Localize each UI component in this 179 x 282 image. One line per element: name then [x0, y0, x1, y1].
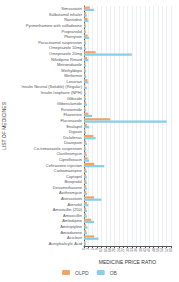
svg-text:6: 6: [90, 248, 95, 250]
svg-text:9: 9: [95, 248, 100, 250]
svg-text:27: 27: [121, 248, 126, 252]
svg-text:Amitriptyline: Amitriptyline: [60, 224, 83, 229]
svg-text:Captopril: Captopril: [66, 174, 82, 179]
svg-text:Clarithromycin: Clarithromycin: [56, 151, 82, 156]
svg-text:Dexamethasone: Dexamethasone: [53, 185, 83, 190]
svg-text:Amoxicillin: Amoxicillin: [63, 213, 82, 218]
svg-text:Simvastatin: Simvastatin: [61, 6, 82, 11]
svg-text:Amlodipine: Amlodipine: [62, 218, 83, 223]
svg-text:21: 21: [112, 248, 117, 252]
svg-text:Aciclovir: Aciclovir: [67, 235, 83, 240]
svg-text:Atorvastatin: Atorvastatin: [61, 196, 82, 201]
svg-text:Ranitidine: Ranitidine: [64, 17, 83, 22]
svg-text:Digoxin: Digoxin: [69, 129, 82, 134]
svg-text:Azithromycin: Azithromycin: [59, 190, 82, 195]
svg-text:36: 36: [134, 248, 139, 252]
svg-text:OB: OB: [110, 270, 118, 276]
svg-text:Ceftriaxone injection: Ceftriaxone injection: [46, 163, 82, 168]
svg-text:54: 54: [160, 248, 165, 252]
svg-text:Fluoxetine: Fluoxetine: [64, 112, 83, 117]
svg-text:Insulin Isophane (NPH): Insulin Isophane (NPH): [41, 90, 83, 95]
svg-text:Methyldopa: Methyldopa: [61, 68, 82, 73]
svg-text:Omeprazole 10mg: Omeprazole 10mg: [49, 45, 82, 50]
svg-text:51: 51: [155, 248, 160, 252]
svg-text:Omeprazole 20mg: Omeprazole 20mg: [49, 51, 82, 56]
svg-text:Glibenclamide: Glibenclamide: [57, 101, 83, 106]
svg-text:Bisoprolol: Bisoprolol: [64, 179, 82, 184]
svg-text:Amoxicillin (250): Amoxicillin (250): [53, 207, 83, 212]
svg-text:Ciprofloxacin: Ciprofloxacin: [59, 157, 82, 162]
svg-text:Fluconazole: Fluconazole: [60, 118, 82, 123]
svg-text:Insulin Neutral (Soluble) (Reg: Insulin Neutral (Soluble) (Regular): [22, 84, 83, 89]
svg-text:Atenolol: Atenolol: [68, 202, 83, 207]
svg-text:39: 39: [138, 248, 143, 252]
svg-text:60: 60: [169, 248, 173, 252]
svg-text:LIST OF MEDICINES: LIST OF MEDICINES: [1, 101, 7, 150]
svg-text:15: 15: [103, 248, 108, 252]
svg-text:Diclofenac: Diclofenac: [63, 135, 82, 140]
svg-text:Acetylsalicylic Acid: Acetylsalicylic Acid: [49, 241, 82, 246]
svg-text:57: 57: [164, 248, 169, 252]
svg-text:Amiodarone: Amiodarone: [60, 230, 82, 235]
svg-text:12: 12: [99, 248, 104, 252]
svg-text:Metformin: Metformin: [64, 73, 82, 78]
svg-text:Glibicide: Glibicide: [67, 96, 83, 101]
svg-text:24: 24: [116, 248, 121, 252]
svg-text:Metronidazole: Metronidazole: [57, 62, 83, 67]
svg-text:Losartan: Losartan: [66, 79, 82, 84]
svg-text:Pyrimethamine with sulfadoxine: Pyrimethamine with sulfadoxine: [26, 23, 83, 28]
svg-text:33: 33: [129, 248, 134, 252]
svg-text:45: 45: [147, 248, 152, 252]
svg-text:Salbutamol inhaler: Salbutamol inhaler: [49, 12, 83, 17]
svg-text:42: 42: [142, 248, 147, 252]
svg-text:Furosemide: Furosemide: [61, 107, 83, 112]
svg-text:OLPD: OLPD: [75, 270, 89, 276]
svg-text:Phenytoin: Phenytoin: [64, 34, 82, 39]
svg-text:Paracetamol suspension: Paracetamol suspension: [38, 40, 82, 45]
svg-text:0: 0: [82, 248, 86, 250]
svg-text:30: 30: [125, 248, 130, 252]
svg-text:Enalapril: Enalapril: [66, 124, 82, 129]
svg-text:Propranolol: Propranolol: [62, 29, 83, 34]
svg-text:Nifedipine Retard: Nifedipine Retard: [51, 57, 82, 62]
svg-text:Diazepam: Diazepam: [64, 140, 83, 145]
svg-text:MEDICINE PRICE RATIO: MEDICINE PRICE RATIO: [99, 259, 157, 265]
svg-text:Carbamazepine: Carbamazepine: [54, 168, 83, 173]
svg-text:18: 18: [108, 248, 113, 252]
svg-text:3: 3: [86, 248, 91, 250]
svg-text:Co-trimoxazole suspension: Co-trimoxazole suspension: [34, 146, 82, 151]
svg-text:48: 48: [151, 248, 156, 252]
